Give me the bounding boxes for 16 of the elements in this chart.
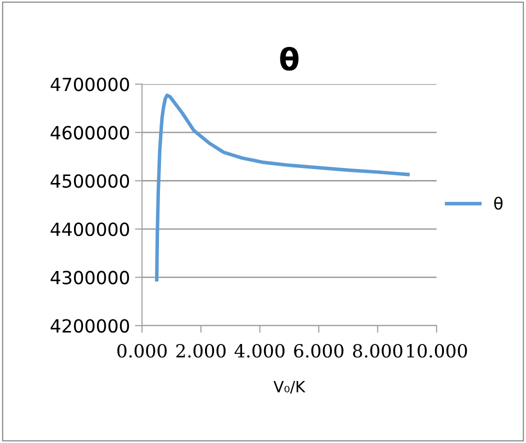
x-tick-label: 0.000 — [117, 344, 167, 358]
chart-title: θ — [280, 46, 298, 71]
legend-label: θ — [494, 196, 503, 210]
y-tick-label: 4600000 — [50, 126, 130, 140]
x-tick-label: 6.000 — [294, 344, 344, 358]
line-series — [155, 94, 410, 282]
x-tick-label: 8.000 — [353, 344, 402, 358]
x-tick-label: 4.000 — [234, 344, 284, 358]
y-tick-label: 4700000 — [50, 78, 130, 92]
y-tick-label: 4500000 — [50, 174, 130, 188]
x-axis-title: V₀/K — [274, 381, 306, 394]
x-tick-label: 2.000 — [176, 344, 226, 358]
x-tick-label: 10.000 — [407, 344, 467, 358]
y-tick-label: 4300000 — [50, 270, 130, 284]
y-tick-label: 4400000 — [50, 222, 130, 236]
y-tick-label: 4200000 — [50, 319, 130, 333]
